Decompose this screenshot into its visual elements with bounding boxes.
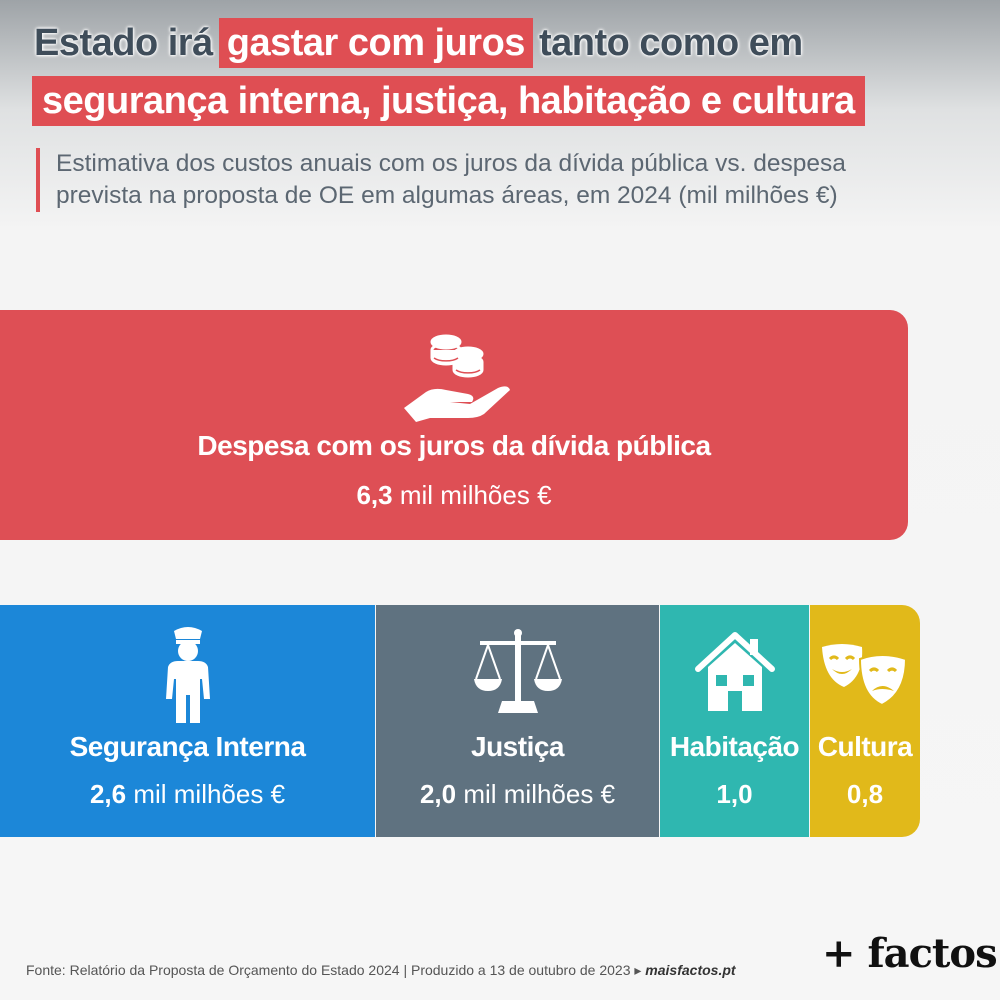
label-cultura: Cultura <box>817 731 913 762</box>
value-seguranca-number: 2,6 <box>89 779 127 809</box>
label-juros: Despesa com os juros da dívida pública <box>197 430 711 461</box>
bar-juros: Despesa com os juros da dívida pública 6… <box>0 310 908 540</box>
value-habitacao-number: 1,0 <box>716 779 753 809</box>
brand-logo: + factos <box>822 930 998 977</box>
theater-masks-icon <box>822 644 908 707</box>
page-title: Estado irá gastar com juros tanto como em … <box>32 18 972 134</box>
footer-source: Fonte: Relatório da Proposta de Orçament… <box>26 962 736 979</box>
value-juros: 6,3 mil milhões € <box>0 480 908 511</box>
value-justica-number: 2,0 <box>419 779 457 809</box>
title-highlight-juros: gastar com juros <box>218 18 533 68</box>
bar-habitacao: Habitação 1,0 <box>660 605 809 837</box>
bar-justica: Justiça 2,0 mil milhões € <box>376 605 659 837</box>
value-cultura-number: 0,8 <box>846 779 884 809</box>
value-juros-number: 6,3 <box>356 480 393 510</box>
subtitle-line1: Estimativa dos custos anuais com os juro… <box>56 150 846 177</box>
bar-seguranca-interna: Segurança Interna 2,6 mil milhões € <box>0 605 375 837</box>
value-seguranca-unit: mil milhões € <box>133 779 286 809</box>
value-seguranca-interna: 2,6 mil milhões € <box>0 779 375 810</box>
source-text: Fonte: Relatório da Proposta de Orçament… <box>26 962 642 978</box>
value-justica: 2,0 mil milhões € <box>376 779 659 810</box>
title-line1-end: tanto como em <box>538 22 803 64</box>
label-habitacao: Habitação <box>669 731 800 762</box>
label-seguranca-interna: Segurança Interna <box>69 731 306 762</box>
coins-hand-icon <box>404 334 510 422</box>
value-justica-unit: mil milhões € <box>463 779 616 809</box>
title-highlight-areas: segurança interna, justiça, habitação e … <box>32 76 865 126</box>
house-icon <box>695 632 775 711</box>
police-officer-icon <box>166 627 210 723</box>
source-site-link[interactable]: maisfactos.pt <box>645 962 736 978</box>
value-juros-unit: mil milhões € <box>399 480 552 510</box>
title-line1-start: Estado irá <box>34 22 213 64</box>
subtitle: Estimativa dos custos anuais com os juro… <box>36 148 956 212</box>
scales-icon <box>474 629 562 713</box>
subtitle-line2: prevista na proposta de OE em algumas ár… <box>56 182 838 209</box>
label-justica: Justiça <box>471 731 565 762</box>
bar-cultura: Cultura 0,8 <box>810 605 920 837</box>
